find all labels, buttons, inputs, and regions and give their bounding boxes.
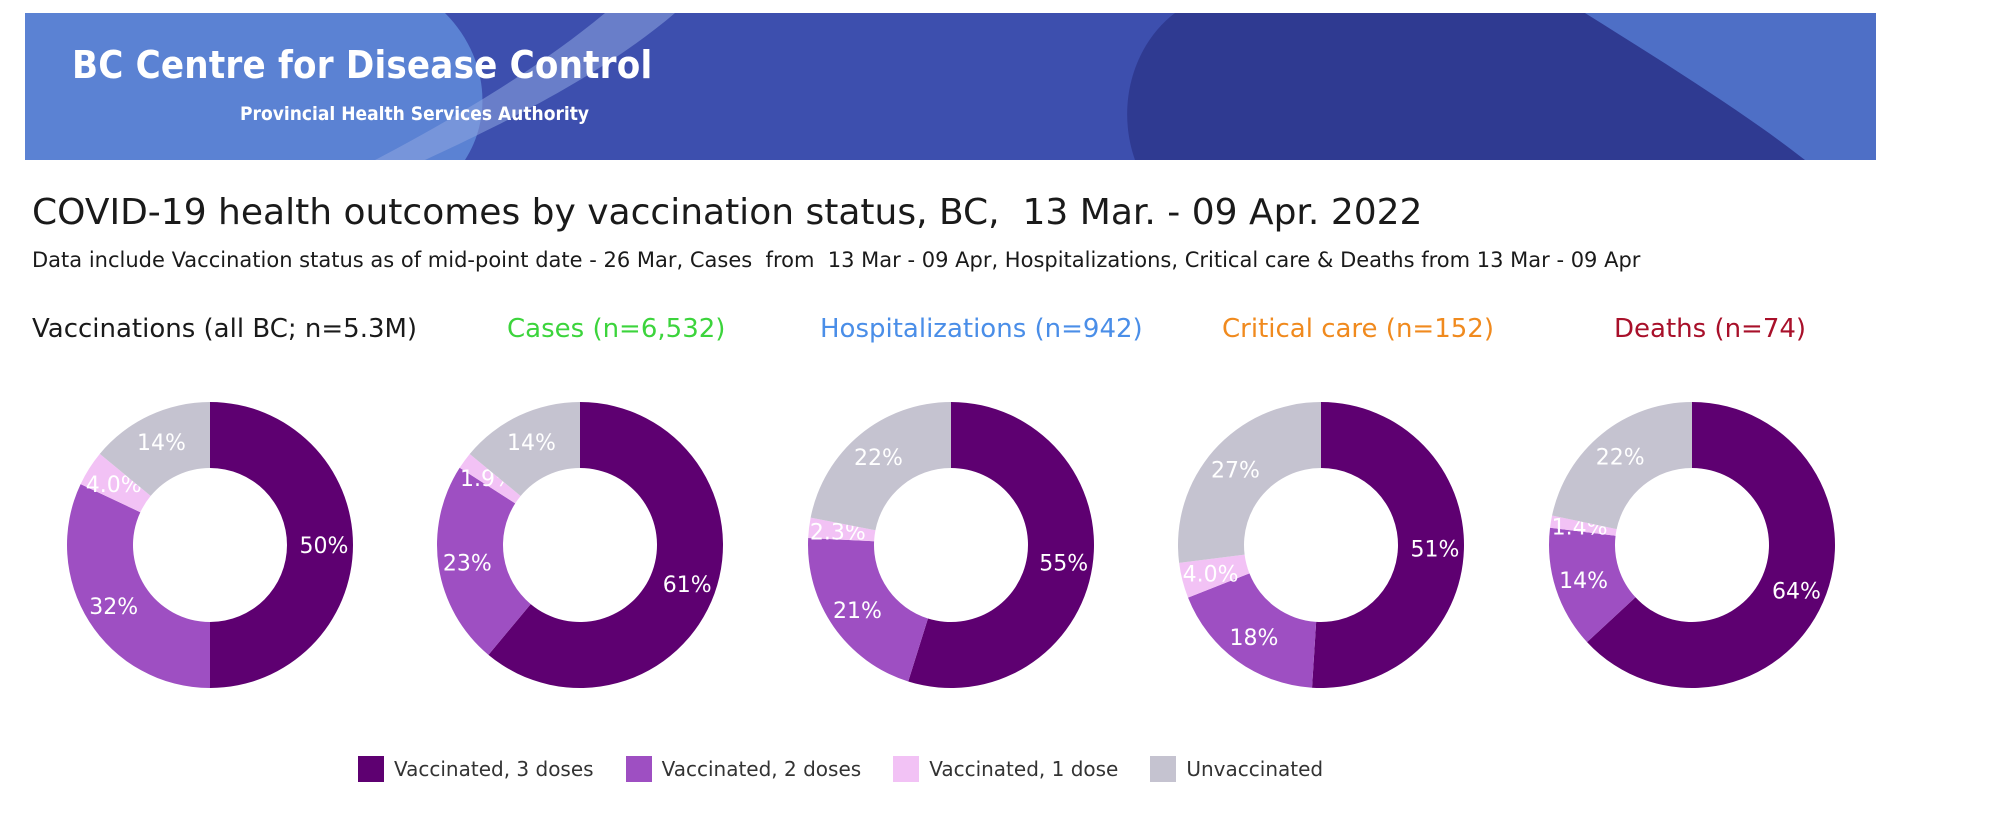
slice-label: 14% <box>137 431 186 456</box>
donut-slice <box>1179 554 1250 598</box>
slice-label: 23% <box>443 551 492 576</box>
org-name: BC Centre for Disease Control <box>72 43 653 87</box>
donut-slice <box>488 402 724 688</box>
legend-swatch <box>625 756 652 782</box>
donut-slice <box>1177 401 1321 563</box>
donut-slice <box>908 402 1094 688</box>
chart-title: Critical care (n=152) <box>1222 314 1494 344</box>
donut-slice <box>810 402 951 531</box>
banner-background <box>25 13 1876 160</box>
page-title: COVID-19 health outcomes by vaccination … <box>32 192 1423 233</box>
legend-label: Vaccinated, 1 dose <box>929 757 1119 781</box>
donut-slice <box>808 538 928 682</box>
org-subtitle: Provincial Health Services Authority <box>240 103 590 125</box>
slice-label: 14% <box>1559 569 1608 594</box>
chart-title: Hospitalizations (n=942) <box>820 314 1143 344</box>
slice-label: 50% <box>300 534 349 559</box>
legend-swatch <box>358 756 384 782</box>
chart-title: Vaccinations (all BC; n=5.3M) <box>32 314 417 344</box>
slice-label: 22% <box>854 446 903 471</box>
slice-label: 22% <box>1596 445 1645 470</box>
donut-slice <box>1312 402 1464 689</box>
donut-slice <box>210 402 353 688</box>
donut-slice <box>459 453 521 504</box>
donut-slice <box>1552 402 1692 530</box>
legend-swatch <box>1150 756 1177 782</box>
slice-label: 51% <box>1410 538 1459 563</box>
donut-slice <box>1549 527 1636 643</box>
legend: Vaccinated, 3 doses Vaccinated, 2 doses Va… <box>358 756 1323 782</box>
slice-label: 18% <box>1230 626 1279 651</box>
donut-slice <box>80 453 151 513</box>
legend-item: Vaccinated, 3 doses <box>358 756 594 782</box>
slice-label: 64% <box>1772 580 1821 605</box>
chart-title: Cases (n=6,532) <box>507 314 725 344</box>
donut-slice <box>1550 515 1617 536</box>
legend-item: Vaccinated, 2 doses <box>625 756 862 782</box>
slice-label: 55% <box>1039 551 1088 576</box>
slice-label: 27% <box>1211 459 1260 484</box>
header-banner: BC Centre for Disease Control Provincial… <box>25 13 1876 160</box>
donut-slice <box>808 517 876 542</box>
legend-label: Unvaccinated <box>1186 757 1324 781</box>
donut-slice <box>99 402 210 496</box>
slice-label: 14% <box>507 431 556 456</box>
slice-label: 61% <box>663 573 712 598</box>
legend-label: Vaccinated, 2 doses <box>661 757 862 781</box>
slice-label: 4.0% <box>1183 562 1239 587</box>
legend-label: Vaccinated, 3 doses <box>394 757 594 781</box>
chart-title: Deaths (n=74) <box>1614 314 1806 344</box>
donut-slice <box>1587 402 1835 688</box>
legend-swatch <box>893 756 920 782</box>
legend-item: Unvaccinated <box>1150 756 1323 782</box>
donut-slice <box>469 402 580 496</box>
donut-slice <box>437 467 531 655</box>
legend-item: Vaccinated, 1 dose <box>893 756 1118 782</box>
donut-slice <box>1188 573 1317 688</box>
donut-slice <box>66 484 210 688</box>
page-subtitle: Data include Vaccination status as of mi… <box>32 248 1641 272</box>
slice-label: 21% <box>833 599 882 624</box>
slice-label: 32% <box>89 595 138 620</box>
